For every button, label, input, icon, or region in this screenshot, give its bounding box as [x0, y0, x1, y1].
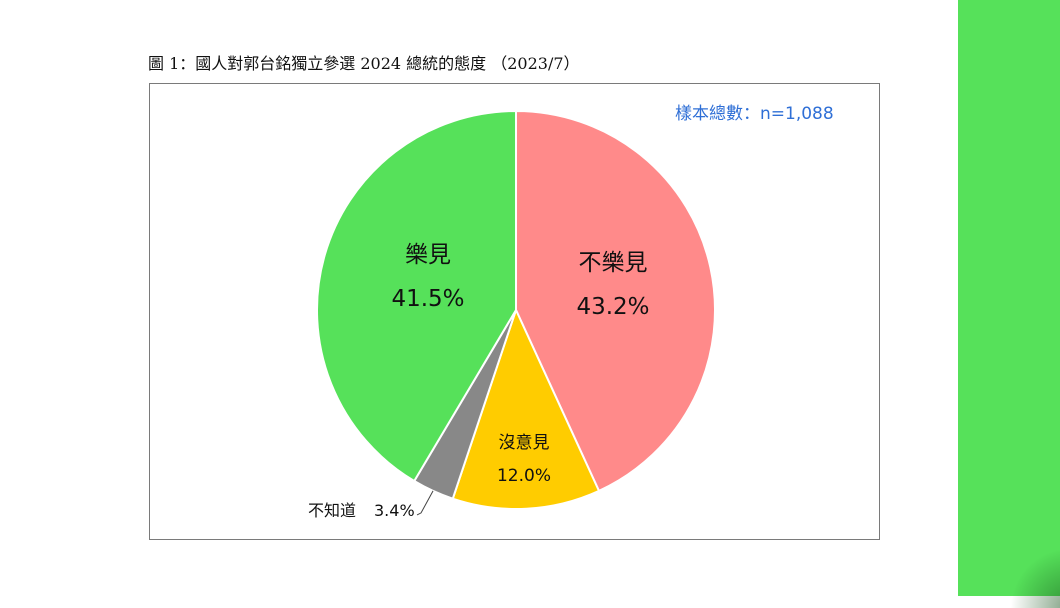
pie-slice-no-opinion — [451, 307, 601, 510]
slice-value-unfavorable: 43.2% — [576, 294, 649, 320]
slice-label-favorable: 樂見 — [405, 242, 451, 268]
slice-value-favorable: 41.5% — [391, 286, 464, 312]
pie-slice-unfavorable — [515, 109, 716, 493]
slice-value-no-opinion: 12.0% — [497, 466, 551, 486]
slice-value-dont-know: 3.4% — [374, 501, 415, 520]
figure-title: 圖 1：國人對郭台銘獨立參選 2024 總統的態度 （2023/7） — [148, 54, 580, 73]
leader-line-dont-know — [416, 490, 434, 516]
pie-slice-favorable — [316, 109, 517, 483]
side-accent-bar — [958, 0, 1060, 596]
slice-label-no-opinion: 沒意見 — [499, 433, 550, 453]
pie-labels: 不樂見 43.2% 沒意見 12.0% 不知道 3.4% 樂見 41.5% — [308, 242, 650, 520]
slice-label-unfavorable: 不樂見 — [579, 250, 648, 276]
slice-label-dont-know: 不知道 — [308, 501, 356, 520]
pie-slices — [316, 109, 716, 510]
sample-size-note: 樣本總數：n=1,088 — [675, 104, 834, 124]
